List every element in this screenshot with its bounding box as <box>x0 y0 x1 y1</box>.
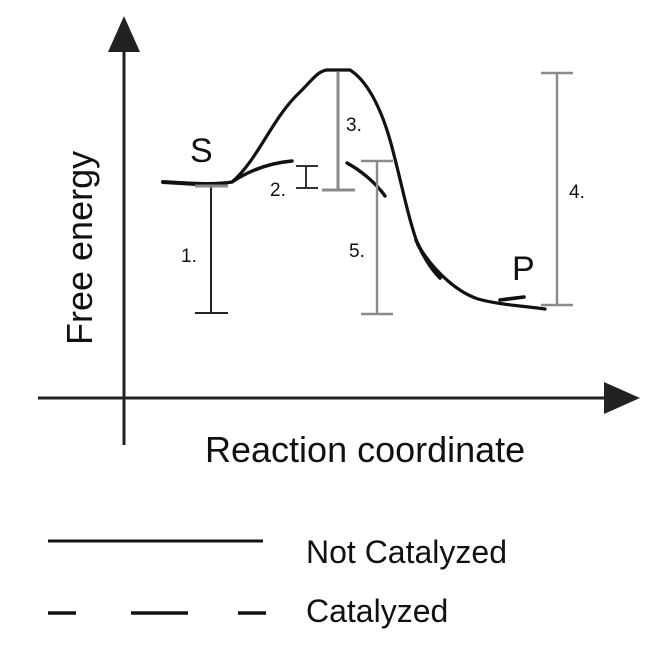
interval-2-label: 2. <box>270 180 286 201</box>
interval-5-label: 5. <box>349 241 365 262</box>
interval-1-bracket <box>195 184 228 314</box>
interval-1-label: 1. <box>181 246 197 267</box>
legend-catalyzed-label: Catalyzed <box>306 593 448 629</box>
catalyzed-segment-fall <box>345 161 387 198</box>
interval-4-bracket <box>541 71 573 307</box>
interval-3-label: 3. <box>346 115 362 136</box>
x-axis-title: Reaction coordinate <box>205 429 525 470</box>
substrate-label: S <box>190 132 213 170</box>
legend: Not Catalyzed Catalyzed <box>48 534 507 629</box>
x-axis-arrowhead <box>604 382 640 414</box>
legend-not-catalyzed-label: Not Catalyzed <box>306 534 507 570</box>
uncatalyzed-curve <box>161 68 547 311</box>
catalyzed-segment-rise <box>230 159 294 184</box>
catalyzed-segment-start <box>161 180 198 186</box>
interval-3-bracket <box>322 72 355 192</box>
catalyzed-segment-lower <box>414 238 442 280</box>
y-axis-arrowhead <box>108 16 140 52</box>
catalyzed-segment-end <box>498 295 526 302</box>
product-label: P <box>512 250 535 288</box>
interval-2-bracket <box>296 165 318 189</box>
interval-4-label: 4. <box>569 182 585 203</box>
interval-5-bracket <box>361 159 393 316</box>
y-axis-title: Free energy <box>59 151 100 345</box>
